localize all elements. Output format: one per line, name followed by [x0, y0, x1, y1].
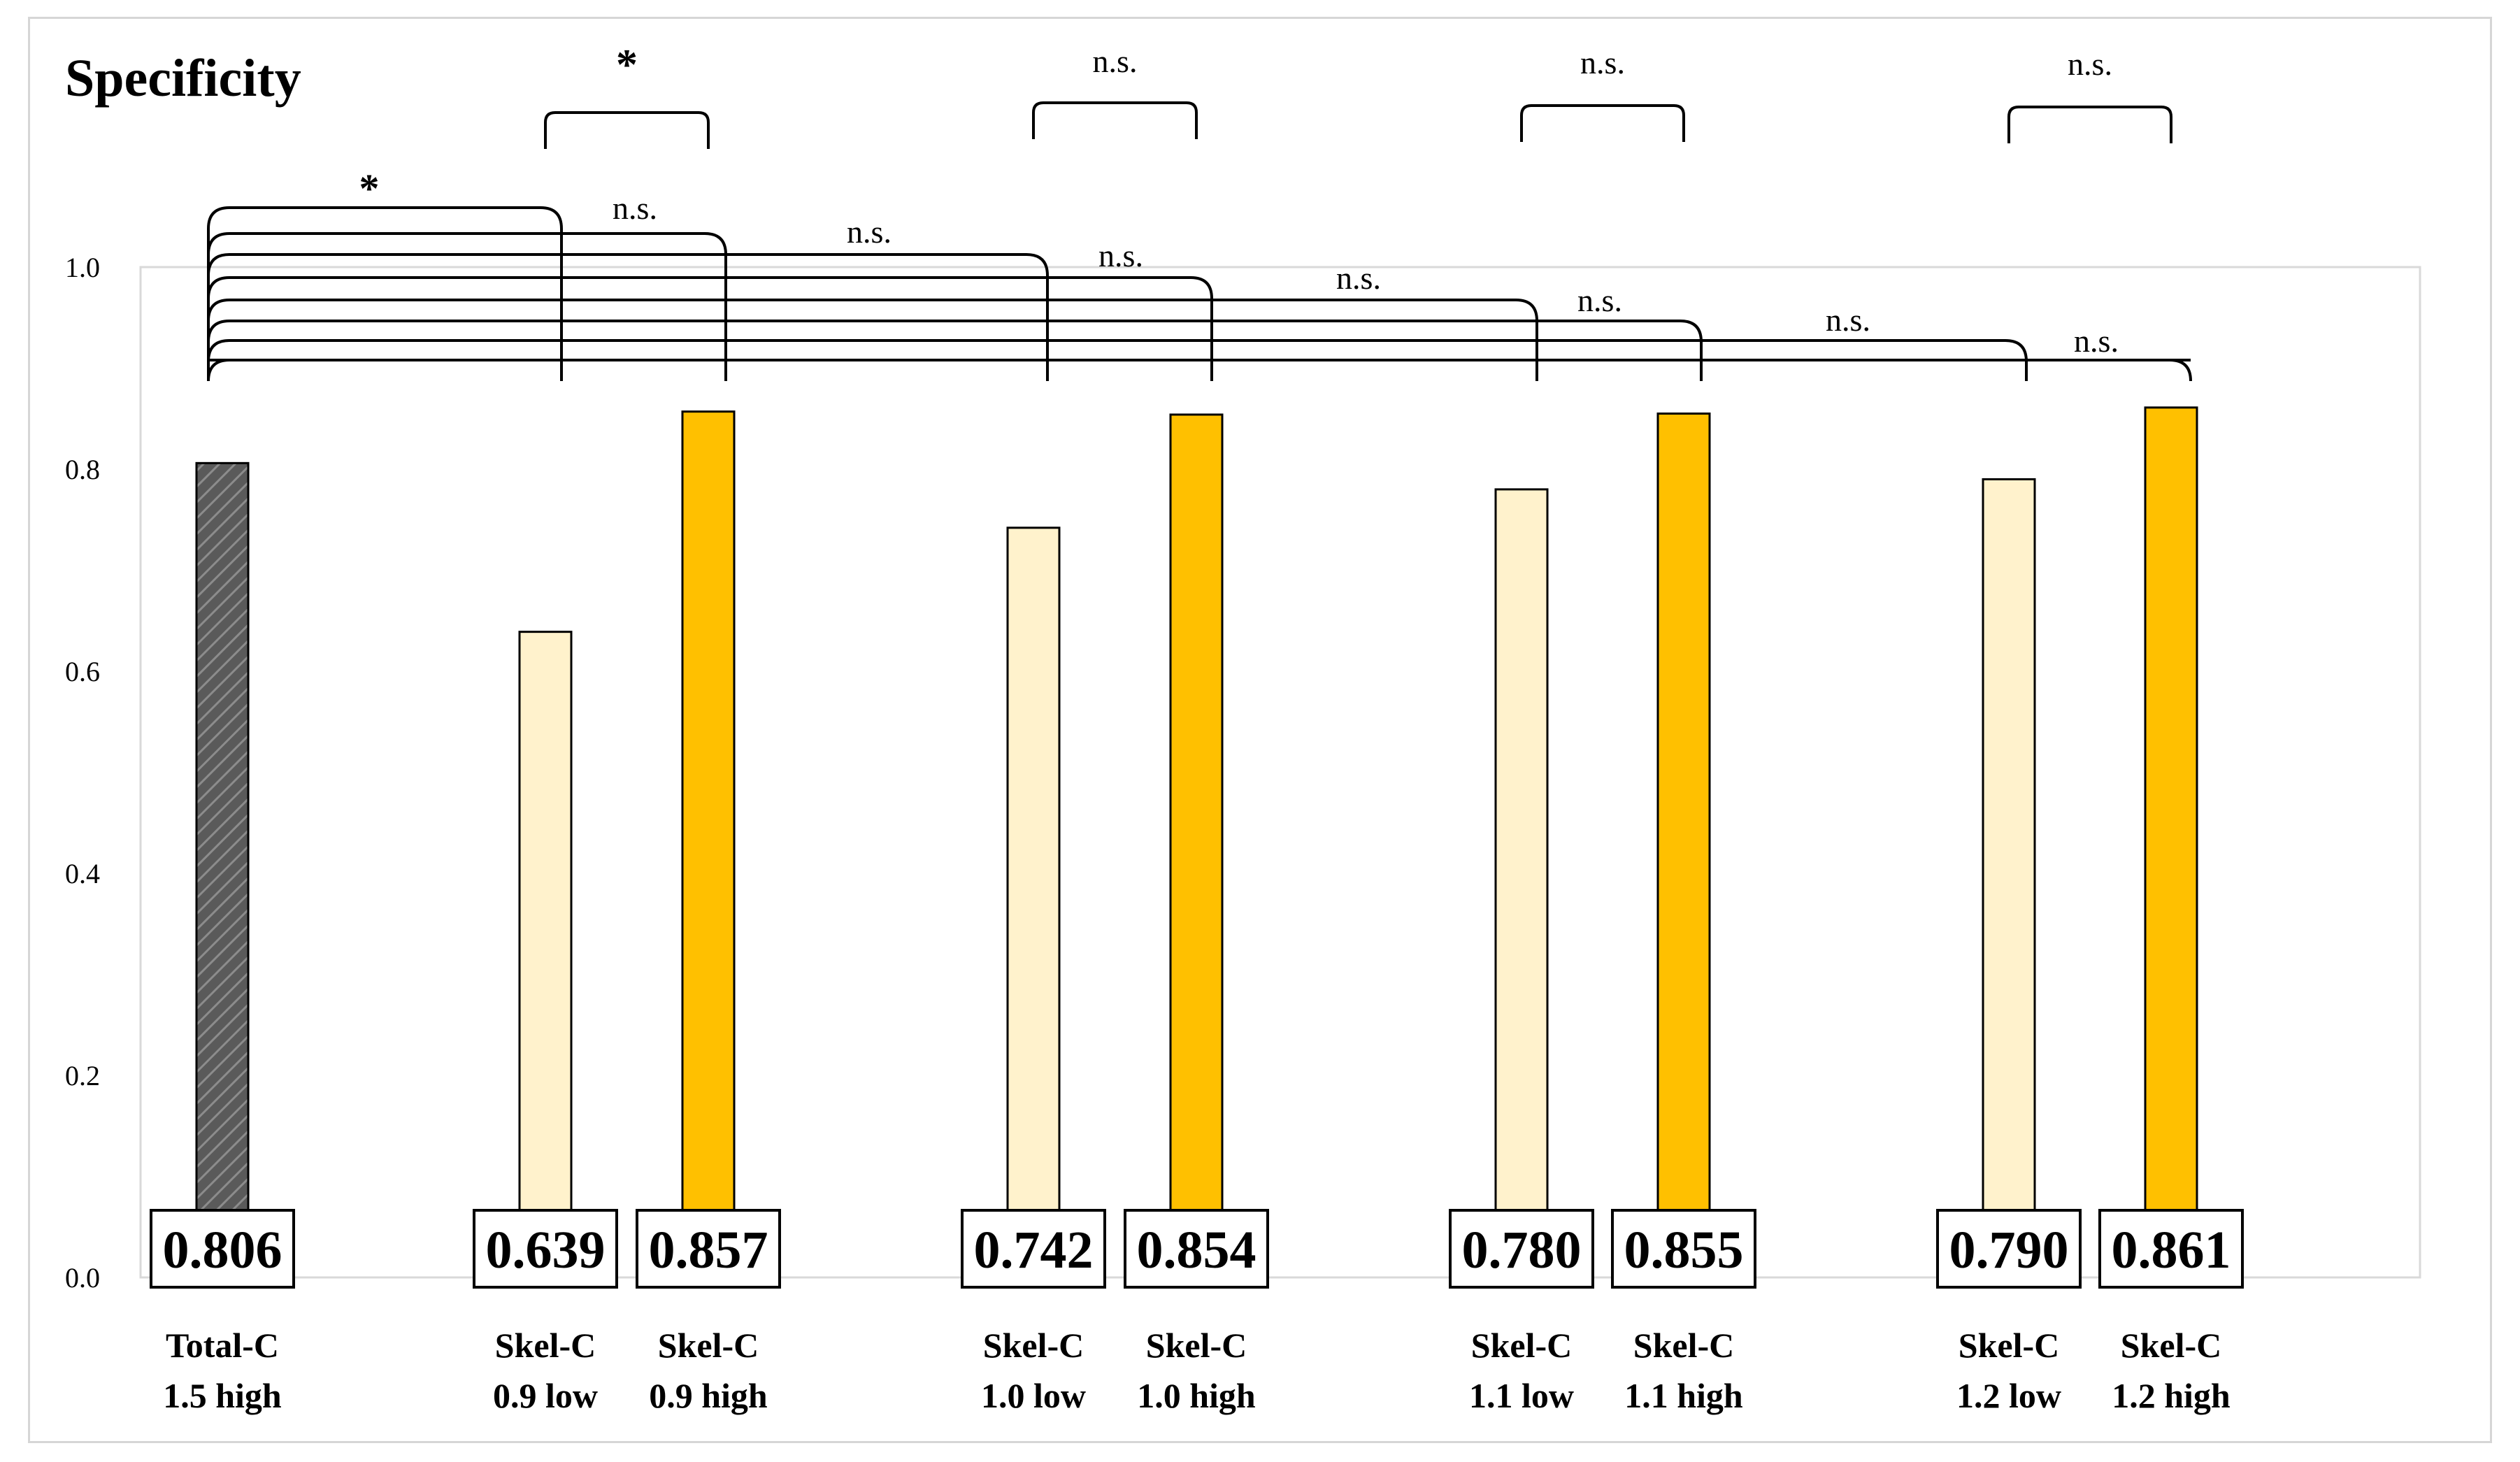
significance-label: n.s. [1093, 43, 1138, 79]
bar [1169, 413, 1224, 1279]
plot-area [139, 266, 2421, 1279]
significance-label: n.s. [2068, 46, 2112, 82]
significance-label: n.s. [613, 190, 657, 226]
x-tick-label: 1.2 low [1956, 1376, 2061, 1415]
significance-label: n.s. [1826, 302, 1870, 338]
y-tick-label: 0.4 [65, 858, 100, 889]
chart-title: Specificity [65, 49, 301, 108]
significance-bracket [207, 232, 727, 381]
bar [681, 410, 736, 1279]
value-label-box [1936, 1209, 2082, 1289]
value-label-box [636, 1209, 781, 1289]
x-tick-label: Skel-C [1959, 1326, 2059, 1365]
significance-label: n.s. [1336, 260, 1381, 296]
y-tick-label: 0.0 [65, 1262, 100, 1293]
value-label-box [1124, 1209, 1269, 1289]
significance-bracket [207, 359, 2192, 382]
significance-label: n.s. [1580, 45, 1625, 80]
bar [1494, 488, 1549, 1279]
y-tick-label: 0.6 [65, 656, 100, 687]
x-tick-label: Total-C [166, 1326, 279, 1365]
axis-layer: 0.0 0.2 0.4 0.6 0.8 1.0 [65, 252, 2421, 1293]
bar [2144, 406, 2198, 1279]
data-label: 0.790 [1949, 1221, 2069, 1280]
x-tick-label: 1.2 high [2112, 1376, 2231, 1415]
y-tick-label: 1.0 [65, 252, 100, 283]
significance-bracket [544, 111, 710, 149]
significance-label: * [616, 41, 638, 89]
x-tick-label: 1.5 high [163, 1376, 282, 1415]
labels-layer: 0.806 0.639 0.857 0.742 0.854 0.780 0.855 0.790… [150, 1209, 2244, 1415]
significance-bracket [207, 339, 2028, 381]
data-label: 0.780 [1462, 1221, 1582, 1280]
x-tick-label: Skel-C [1633, 1326, 1734, 1365]
x-tick-label: 1.1 high [1624, 1376, 1743, 1415]
value-label-box [150, 1209, 295, 1289]
significance-label: n.s. [2074, 323, 2119, 359]
significance-label: * [359, 166, 380, 211]
x-tick-label: Skel-C [2121, 1326, 2221, 1365]
bar [1006, 526, 1061, 1279]
significance-bracket [207, 320, 1703, 381]
value-label-box [2098, 1209, 2244, 1289]
y-tick-label: 0.8 [65, 454, 100, 485]
x-tick-label: Skel-C [1146, 1326, 1247, 1365]
bars-layer [195, 406, 2198, 1279]
value-label-box [473, 1209, 618, 1289]
data-label: 0.855 [1624, 1221, 1744, 1280]
x-tick-label: 1.0 high [1137, 1376, 1256, 1415]
data-label: 0.854 [1137, 1221, 1257, 1280]
data-label: 0.639 [486, 1221, 606, 1280]
data-label: 0.861 [2112, 1221, 2231, 1280]
x-tick-label: 1.1 low [1469, 1376, 1574, 1415]
y-tick-label: 0.2 [65, 1060, 100, 1091]
significance-bracket [207, 276, 1213, 381]
significance-label: n.s. [847, 214, 892, 250]
x-tick-label: Skel-C [658, 1326, 759, 1365]
x-tick-label: 0.9 low [493, 1376, 598, 1415]
significance-bracket [207, 206, 563, 381]
value-label-box [961, 1209, 1106, 1289]
x-tick-label: 0.9 high [649, 1376, 768, 1415]
x-tick-label: Skel-C [1471, 1326, 1572, 1365]
significance-bracket [1032, 101, 1198, 139]
x-tick-label: 1.0 low [981, 1376, 1086, 1415]
significance-label: n.s. [1577, 282, 1622, 318]
significance-bracket [207, 253, 1049, 381]
data-label: 0.806 [163, 1221, 282, 1280]
significance-bracket [2007, 106, 2172, 143]
value-label-box [1449, 1209, 1594, 1289]
value-label-box [1611, 1209, 1756, 1289]
data-label: 0.742 [974, 1221, 1094, 1280]
bar [195, 461, 250, 1279]
chart-svg: Specificity 0.0 0.2 0.4 0.6 0.8 1.0 * n.s. n.s.… [65, 41, 2421, 1415]
data-label: 0.857 [649, 1221, 768, 1280]
bar [1982, 478, 2036, 1279]
significance-bracket [207, 299, 1538, 381]
significance-label: n.s. [1098, 238, 1143, 273]
chart-figure: Specificity 0.0 0.2 0.4 0.6 0.8 1.0 * n.s. n.s.… [28, 17, 2492, 1443]
bar [1656, 413, 1711, 1279]
x-tick-label: Skel-C [495, 1326, 596, 1365]
significance-layer: * n.s. n.s. n.s. n.s. n.s. n.s. n.s. * n.s. n.s. n.… [207, 41, 2192, 382]
bar [518, 631, 573, 1279]
x-tick-label: Skel-C [983, 1326, 1084, 1365]
significance-bracket [1520, 104, 1685, 142]
